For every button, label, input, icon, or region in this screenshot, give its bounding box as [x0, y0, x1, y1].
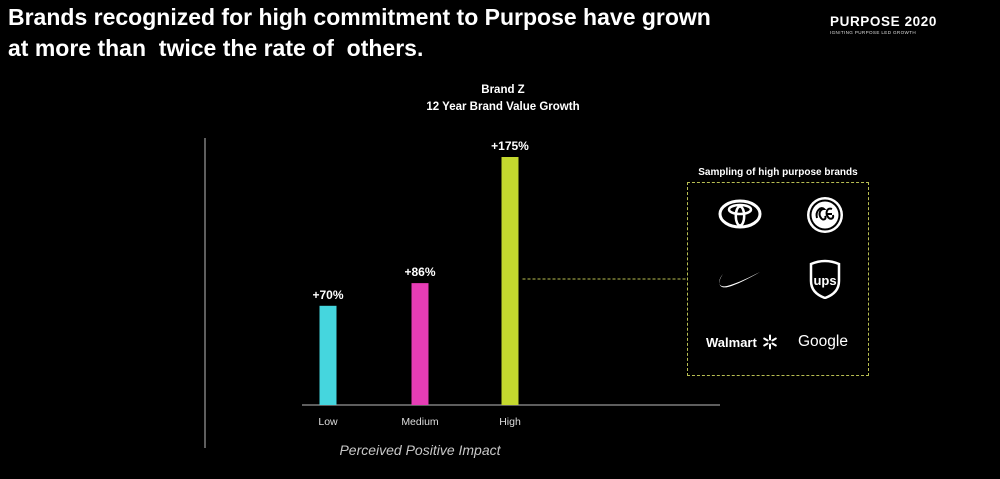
- nike-swoosh-icon: [719, 272, 760, 288]
- sampling-box: ups Walmart Google: [687, 182, 869, 376]
- x-axis-label: Perceived Positive Impact: [339, 442, 501, 458]
- brand-tagline: IGNITING PURPOSE LED GROWTH: [830, 30, 917, 35]
- walmart-wordmark: Walmart: [706, 335, 757, 350]
- value-label-low: +70%: [312, 288, 343, 302]
- brand-name: PURPOSE 2020: [830, 14, 937, 29]
- sampling-title: Sampling of high purpose brands: [698, 167, 858, 178]
- headline: Brands recognized for high commitment to…: [8, 2, 788, 64]
- value-label-medium: +86%: [404, 265, 435, 279]
- walmart-logo: Walmart: [706, 334, 778, 352]
- chart-title: Brand Z: [481, 84, 525, 96]
- value-label-high: +175%: [491, 139, 529, 153]
- chart-subtitle: 12 Year Brand Value Growth: [426, 101, 580, 113]
- category-label-medium: Medium: [401, 416, 439, 428]
- ups-logo-text: ups: [813, 273, 836, 288]
- google-logo: Google: [798, 333, 848, 350]
- category-label-low: Low: [318, 416, 338, 428]
- ge-logo-icon: [807, 197, 843, 233]
- headline-line-1: Brands recognized for high commitment to…: [8, 4, 711, 30]
- category-label-high: High: [499, 416, 521, 428]
- headline-line-2: at more than twice the rate of others.: [8, 35, 424, 61]
- ups-logo-icon: ups: [809, 259, 841, 299]
- bar-high: [501, 157, 519, 405]
- walmart-spark-icon: [763, 334, 778, 350]
- purpose-2020-brand: PURPOSE 2020 IGNITING PURPOSE LED GROWTH: [830, 14, 937, 35]
- toyota-logo-icon: [718, 199, 762, 229]
- bar-medium: [411, 283, 429, 405]
- bar-low: [319, 305, 337, 405]
